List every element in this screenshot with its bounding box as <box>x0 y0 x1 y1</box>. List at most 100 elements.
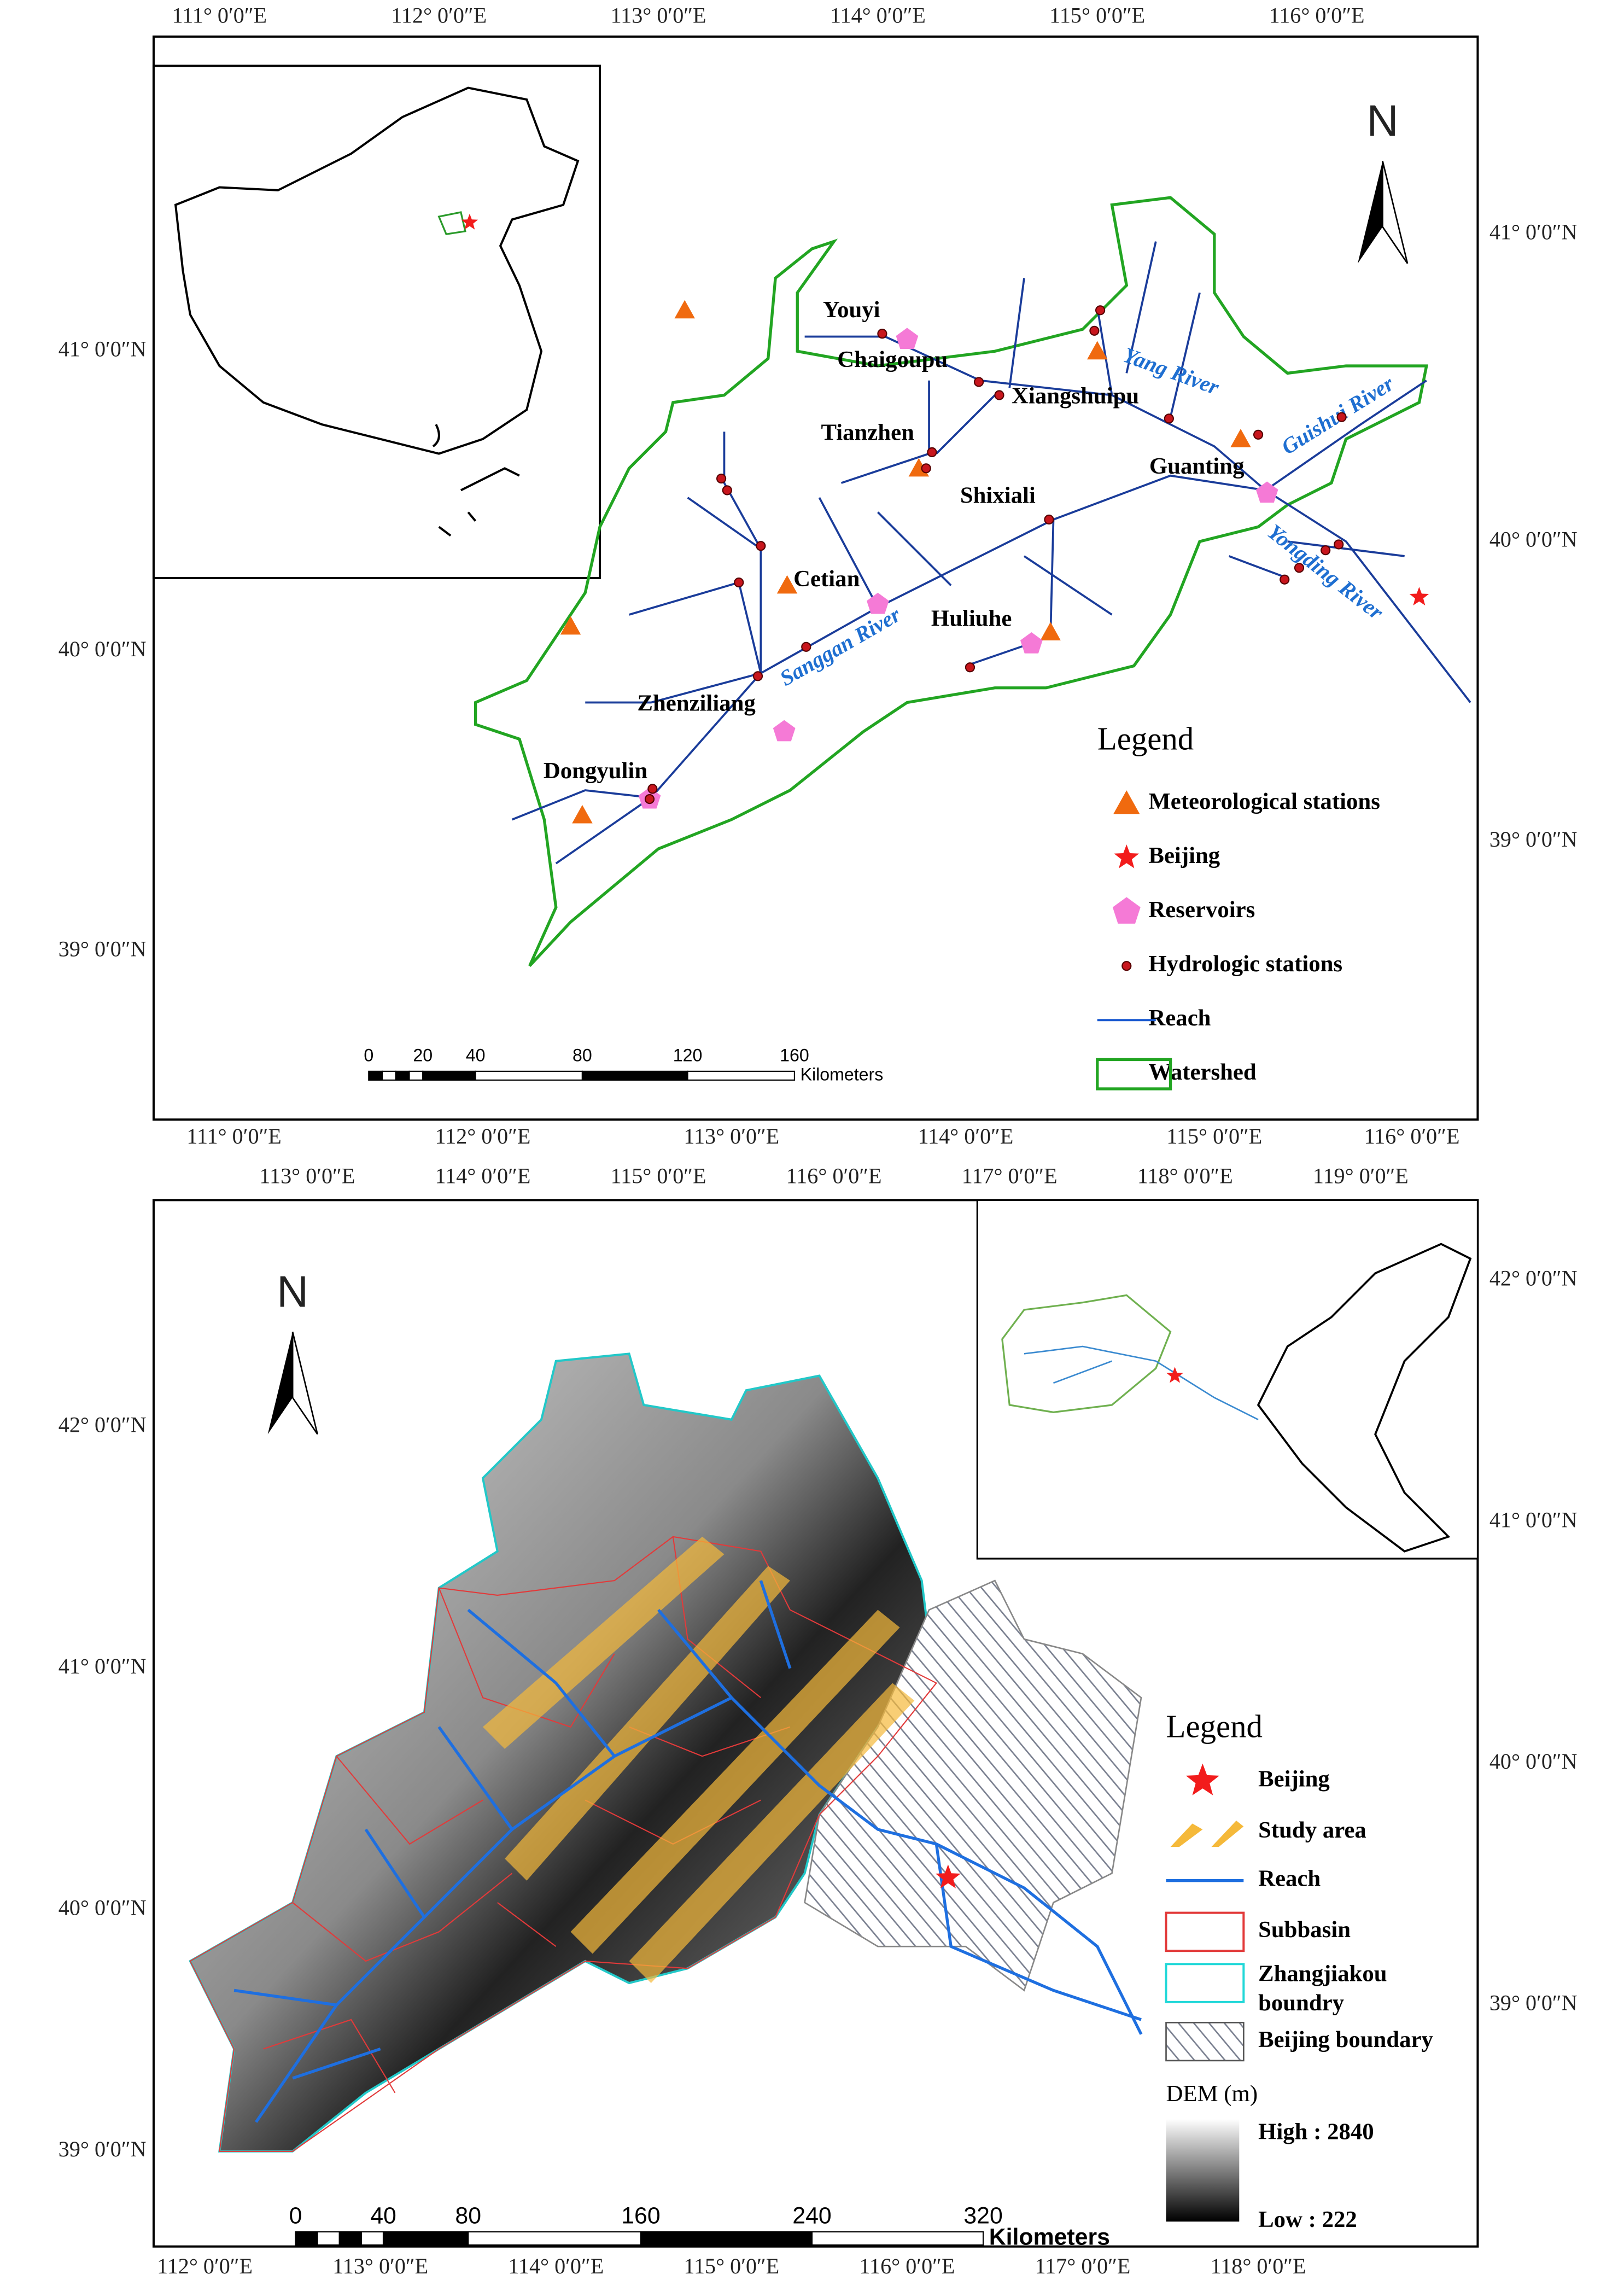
china-outline <box>174 86 580 455</box>
dem-title: DEM (m) <box>1166 2081 1258 2107</box>
hydrologic-station <box>647 784 658 794</box>
coordinate-label: 40° 0′0″N <box>59 637 147 661</box>
inset-frame <box>152 65 601 580</box>
north-arrow <box>1382 161 1409 264</box>
north-arrow <box>1358 161 1383 264</box>
coordinate-label: 113° 0′0″E <box>259 1163 355 1188</box>
legend-symbol <box>1113 790 1140 814</box>
hydrologic-station <box>722 485 732 495</box>
legend-item: Reach <box>1148 1005 1211 1031</box>
coordinate-label: 119° 0′0″E <box>1313 1163 1409 1188</box>
coordinate-label: 39° 0′0″N <box>59 2137 147 2161</box>
coordinate-label: 114° 0′0″E <box>435 1163 531 1188</box>
coordinate-label: 112° 0′0″E <box>435 1124 531 1148</box>
scale-segment <box>295 2231 318 2246</box>
meteorological-station <box>572 804 593 824</box>
scale-label: 240 <box>792 2203 831 2229</box>
hydrologic-station <box>877 329 887 339</box>
coordinate-label: 118° 0′0″E <box>1211 2254 1306 2278</box>
coordinate-label: 115° 0′0″E <box>1166 1124 1262 1148</box>
legend-item: Subbasin <box>1258 1917 1351 1943</box>
coordinate-label: 41° 0′0″N <box>1489 219 1578 244</box>
coordinate-label: 40° 0′0″N <box>59 1895 147 1920</box>
legend-symbol <box>1096 1058 1172 1090</box>
coordinate-label: 112° 0′0″E <box>157 2254 253 2278</box>
reservoir <box>896 328 919 349</box>
inset-coast <box>1257 1243 1472 1553</box>
place-label: Zhenziliang <box>637 691 755 716</box>
legend-item: Beijing <box>1148 843 1220 868</box>
place-label: Xiangshuipu <box>1012 383 1139 409</box>
beijing-star-inset <box>461 213 478 230</box>
north-label: N <box>277 1268 308 1317</box>
coordinate-label: 114° 0′0″E <box>508 2254 604 2278</box>
coordinate-label: 116° 0′0″E <box>859 2254 955 2278</box>
meteorological-station <box>1087 341 1108 360</box>
scale-label: 40 <box>370 2203 396 2229</box>
dem-high: High : 2840 <box>1258 2119 1374 2145</box>
scale-segment <box>687 1070 795 1081</box>
reservoir <box>1020 632 1043 654</box>
scale-segment <box>408 1070 424 1081</box>
place-label: Dongyulin <box>544 758 647 784</box>
hydrologic-station <box>965 662 975 673</box>
coordinate-label: 42° 0′0″N <box>59 1412 147 1437</box>
legend-item: Meteorological stations <box>1148 789 1380 814</box>
legend-symbol <box>1121 961 1132 971</box>
legend-item: boundry <box>1258 1990 1344 2016</box>
coordinate-label: 113° 0′0″E <box>332 2254 428 2278</box>
reservoir <box>867 592 889 614</box>
coordinate-label: 40° 0′0″N <box>1489 1749 1578 1774</box>
beijing-star-inset <box>1166 1367 1183 1383</box>
place-label: Chaigoupu <box>837 347 948 372</box>
place-label: Huliuhe <box>931 605 1012 631</box>
coordinate-label: 114° 0′0″E <box>830 3 926 27</box>
islands <box>432 424 520 537</box>
coordinate-label: 116° 0′0″E <box>1269 3 1365 27</box>
coordinate-label: 39° 0′0″N <box>59 937 147 961</box>
hydrologic-station <box>927 447 937 457</box>
coordinate-label: 117° 0′0″E <box>962 1163 1058 1188</box>
legend-title: Legend <box>1097 721 1194 756</box>
legend-symbol <box>1211 1821 1244 1847</box>
hydrologic-station <box>644 794 655 804</box>
beijing-boundary <box>804 1579 1142 1992</box>
legend-symbol <box>1114 844 1140 868</box>
north-arrow <box>267 1332 293 1434</box>
hydrologic-station <box>716 473 727 484</box>
inset-frame-2 <box>976 1199 1479 1560</box>
legend-symbol <box>1112 897 1141 924</box>
hydrologic-station <box>1164 413 1174 424</box>
scale-unit: Kilometers <box>801 1064 884 1084</box>
coordinate-label: 41° 0′0″N <box>59 336 147 361</box>
legend-item: Watershed <box>1148 1059 1257 1085</box>
legend-symbol <box>1165 2021 1245 2062</box>
coordinate-label: 39° 0′0″N <box>1489 827 1578 852</box>
north-label: N <box>1367 97 1399 146</box>
place-label: Youyi <box>823 297 880 323</box>
hydrologic-station <box>1294 563 1305 573</box>
scale-label: 20 <box>413 1046 433 1065</box>
legend-item: Reach <box>1258 1866 1321 1892</box>
dem-surface <box>189 1352 931 2153</box>
hydrologic-station <box>921 463 931 474</box>
coordinate-label: 112° 0′0″E <box>391 3 487 27</box>
hydrologic-station <box>1095 305 1106 316</box>
legend-symbol <box>1165 1911 1245 1952</box>
coordinate-label: 113° 0′0″E <box>611 3 706 27</box>
scale-segment <box>368 1070 383 1081</box>
coordinate-label: 117° 0′0″E <box>1035 2254 1131 2278</box>
scale-label: 160 <box>621 2203 660 2229</box>
north-arrow <box>291 1331 318 1435</box>
hydrologic-station <box>973 377 984 387</box>
reservoir <box>1255 481 1278 503</box>
place-label: Cetian <box>793 566 860 592</box>
hydrologic-station <box>752 671 763 681</box>
hydrologic-station <box>1044 514 1054 525</box>
coordinate-label: 42° 0′0″N <box>1489 1266 1578 1291</box>
beijing-star <box>1409 587 1429 605</box>
hydrologic-station <box>1089 325 1100 336</box>
scale-label: 0 <box>289 2203 302 2229</box>
scale-segment <box>811 2231 984 2246</box>
